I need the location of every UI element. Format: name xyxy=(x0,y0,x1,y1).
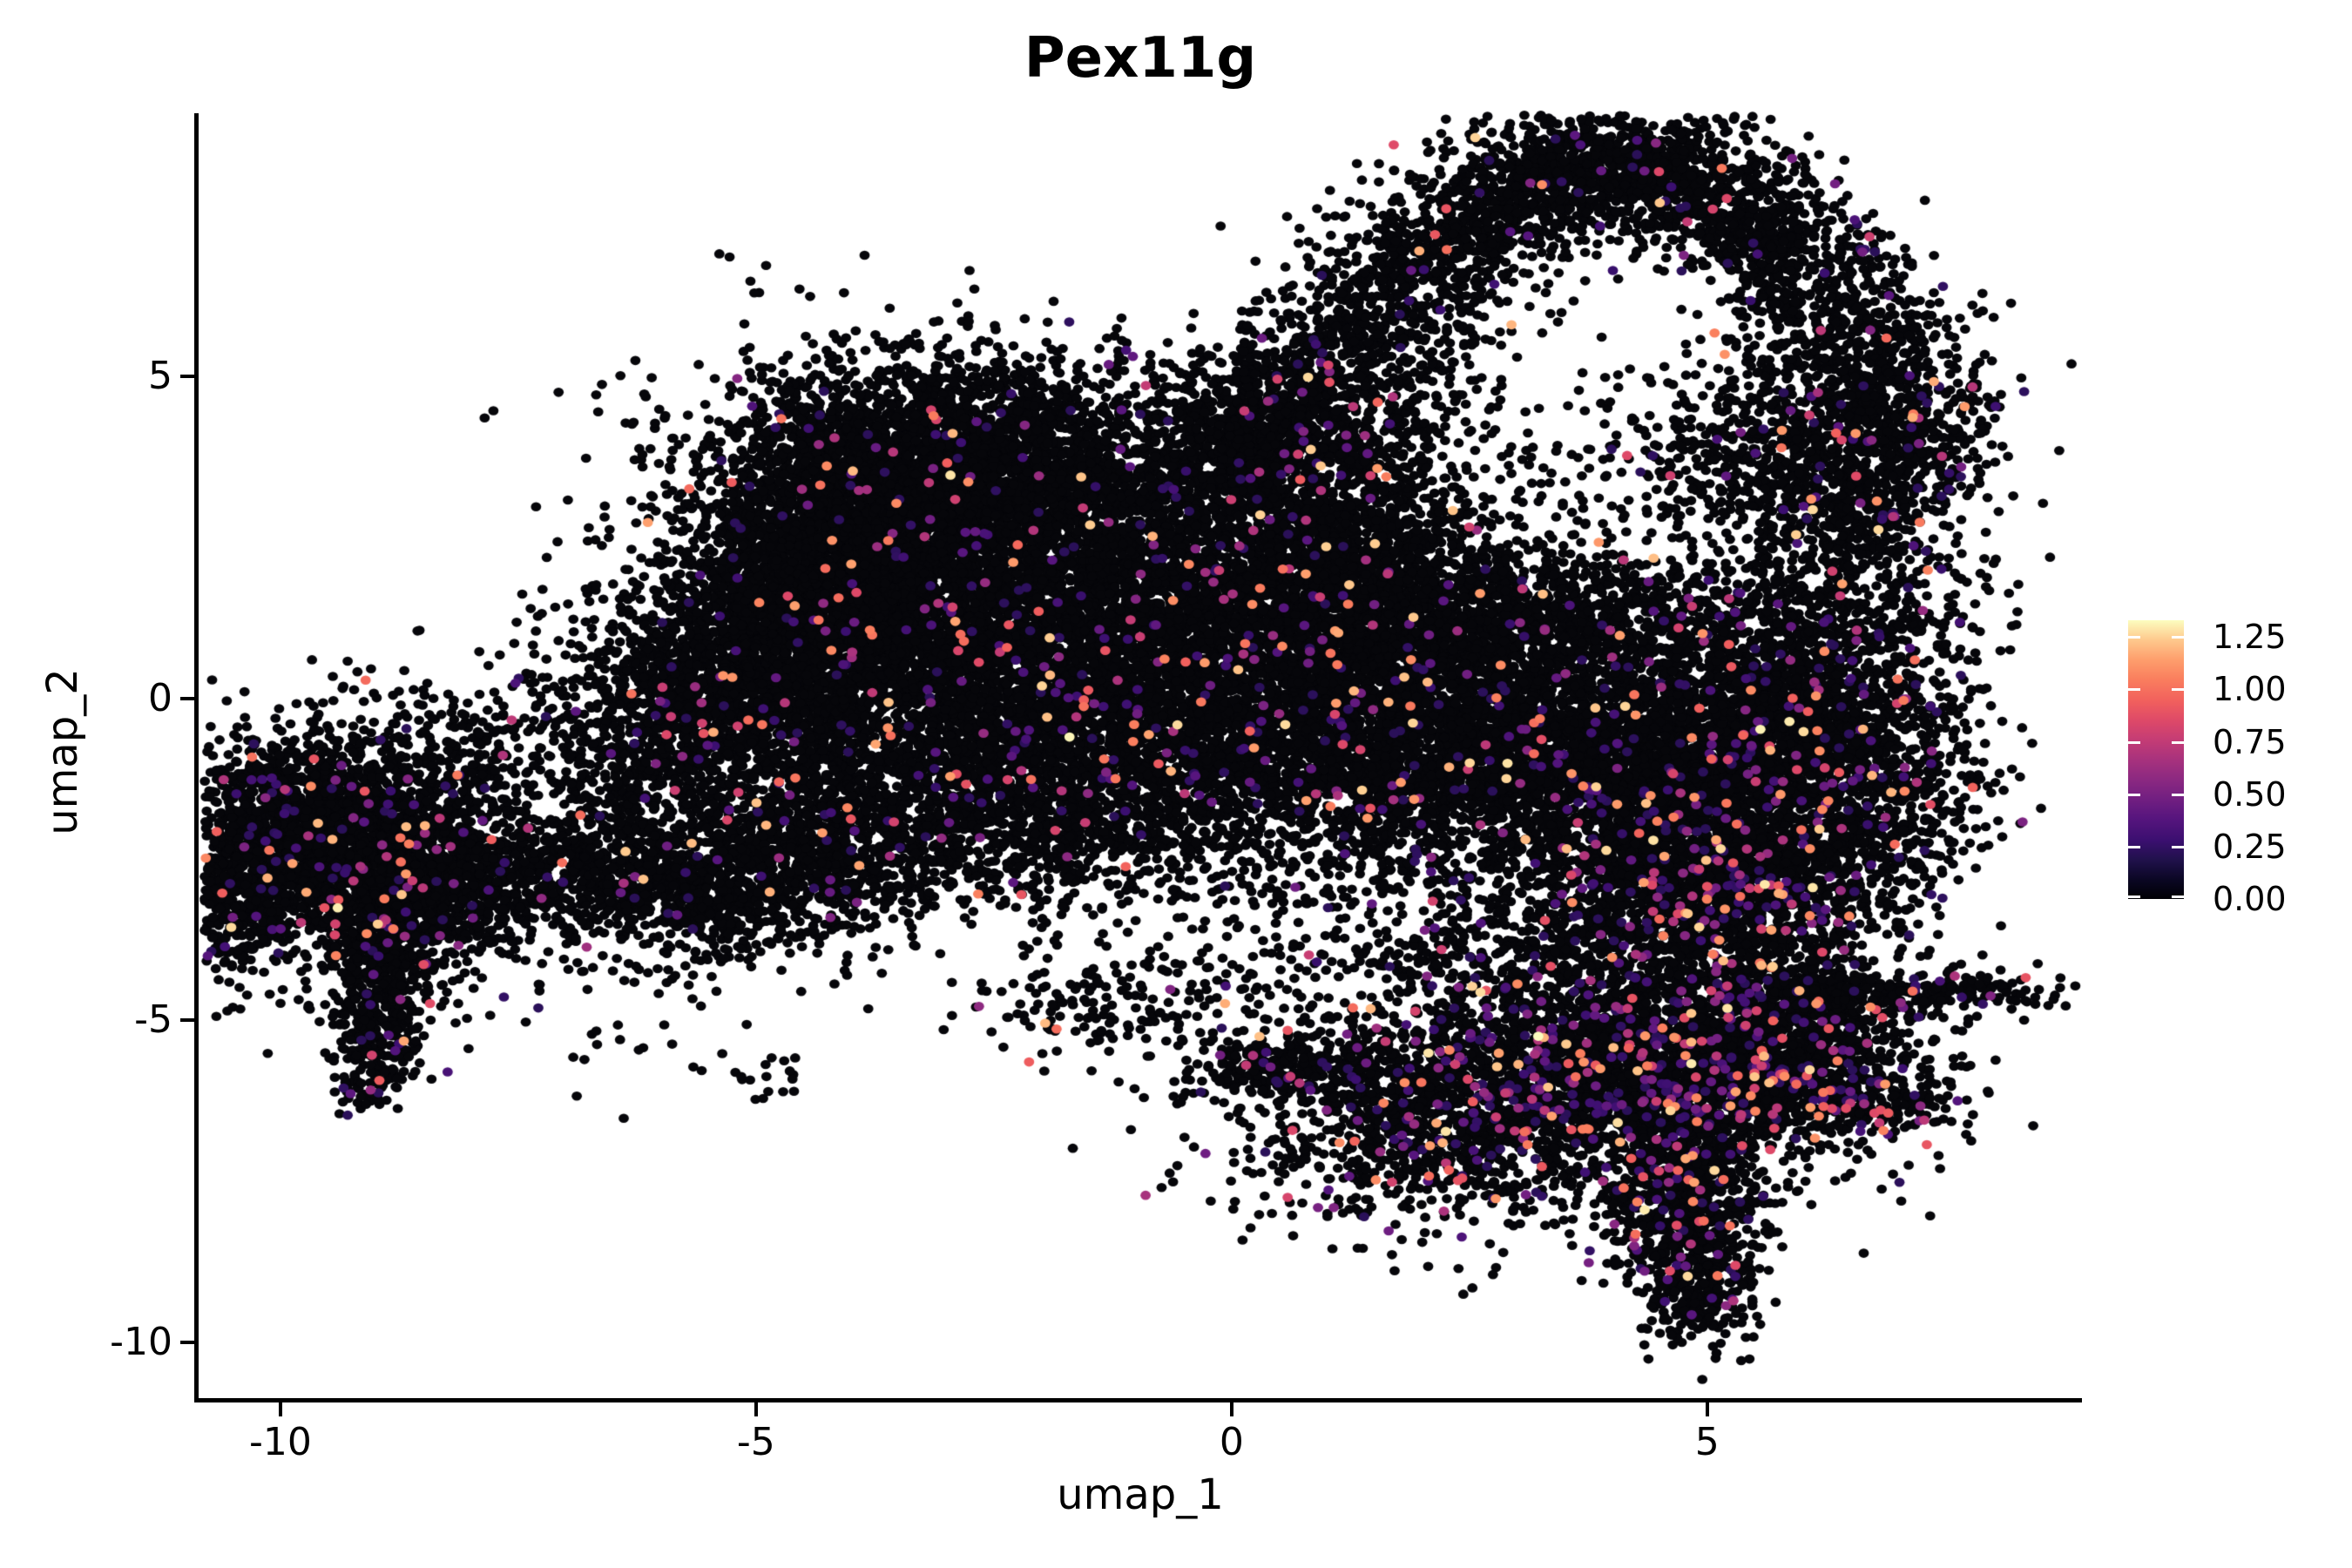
y-tick-mark xyxy=(180,1018,194,1023)
y-tick-label: 5 xyxy=(148,354,172,399)
x-tick-label: 0 xyxy=(1219,1420,1244,1464)
x-tick-mark xyxy=(754,1402,758,1416)
colorbar-tick xyxy=(2128,845,2140,848)
y-tick-mark xyxy=(180,1340,194,1344)
x-tick-mark xyxy=(1705,1402,1709,1416)
x-tick-mark xyxy=(278,1402,282,1416)
colorbar-tick xyxy=(2128,688,2140,692)
y-tick-label: -10 xyxy=(110,1319,172,1364)
x-axis-label: umap_1 xyxy=(1057,1470,1224,1519)
colorbar-tick-label: 1.00 xyxy=(2213,670,2287,709)
x-tick-label: -10 xyxy=(248,1420,312,1464)
plot-title: Pex11g xyxy=(1024,26,1257,91)
x-tick-label: 5 xyxy=(1694,1420,1720,1464)
colorbar-tick xyxy=(2172,845,2184,848)
colorbar-tick-label: 0.75 xyxy=(2213,722,2287,761)
y-tick-mark xyxy=(180,375,194,379)
colorbar-tick-label: 0.25 xyxy=(2213,827,2287,866)
colorbar-tick-label: 0.50 xyxy=(2213,774,2287,814)
x-tick-label: -5 xyxy=(736,1420,775,1464)
colorbar-tick xyxy=(2128,636,2140,639)
colorbar-tick xyxy=(2128,793,2140,796)
colorbar-tick-label: 1.25 xyxy=(2213,618,2287,657)
y-tick-label: 0 xyxy=(148,675,172,720)
colorbar-tick xyxy=(2172,896,2184,898)
colorbar-tick xyxy=(2172,636,2184,639)
y-tick-mark xyxy=(180,696,194,700)
y-axis-line xyxy=(194,113,199,1402)
colorbar-tick xyxy=(2172,688,2184,692)
colorbar xyxy=(2128,620,2184,899)
colorbar-tick-label: 0.00 xyxy=(2213,880,2287,918)
x-tick-mark xyxy=(1229,1402,1233,1416)
colorbar-tick xyxy=(2172,740,2184,744)
colorbar-tick xyxy=(2172,793,2184,796)
x-axis-line xyxy=(194,1398,2082,1402)
y-axis-label: umap_2 xyxy=(38,667,87,835)
colorbar-tick xyxy=(2128,740,2140,744)
y-tick-label: -5 xyxy=(134,997,172,1043)
colorbar-tick xyxy=(2128,896,2140,898)
